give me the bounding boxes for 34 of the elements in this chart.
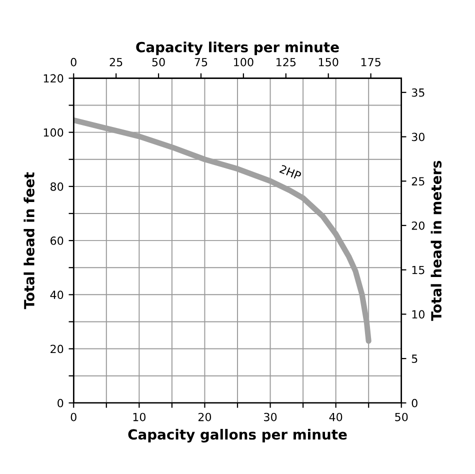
x-tick-label: 40 bbox=[329, 412, 342, 422]
x2-tick-label: 100 bbox=[234, 58, 254, 66]
y-tick-label: 20 bbox=[50, 344, 64, 354]
x2-tick-label: 175 bbox=[361, 58, 380, 66]
y2-axis-title: Total head in meters bbox=[430, 160, 442, 321]
y2-tick-label: 20 bbox=[412, 221, 424, 230]
x2-tick-label: 0 bbox=[70, 58, 76, 66]
x-tick-label: 30 bbox=[264, 412, 277, 422]
x2-tick-label: 25 bbox=[110, 58, 122, 66]
y2-tick-label: 10 bbox=[412, 310, 424, 319]
y2-tick-label: 30 bbox=[412, 132, 424, 142]
text: 2HP bbox=[279, 164, 302, 180]
y-tick-label: 0 bbox=[58, 398, 64, 408]
x2-tick-label: 125 bbox=[276, 58, 296, 66]
x-tick-label: 20 bbox=[198, 412, 212, 422]
y-tick-label: 80 bbox=[50, 182, 64, 191]
x-tick-label: 50 bbox=[395, 412, 408, 422]
x-tick-label: 10 bbox=[133, 412, 146, 422]
y2-tick-label: 35 bbox=[412, 88, 424, 97]
x-tick-label: 0 bbox=[70, 412, 76, 422]
y-tick-label: 60 bbox=[50, 236, 64, 245]
x-axis-title: Capacity gallons per minute bbox=[128, 428, 347, 442]
x2-tick-label: 50 bbox=[152, 58, 165, 66]
y-tick-label: 120 bbox=[44, 74, 64, 83]
x2-axis-title: Capacity liters per minute bbox=[136, 42, 339, 56]
y-axis-title: Total head in feet bbox=[24, 172, 34, 310]
x2-tick-label: 150 bbox=[318, 58, 338, 66]
y-tick-label: 100 bbox=[44, 128, 64, 137]
y2-tick-label: 0 bbox=[412, 398, 418, 408]
y2-tick-label: 25 bbox=[412, 177, 424, 186]
y-tick-label: 40 bbox=[50, 290, 64, 300]
y2-tick-label: 5 bbox=[412, 354, 418, 363]
y2-tick-label: 15 bbox=[412, 266, 424, 274]
x2-tick-label: 75 bbox=[194, 58, 208, 66]
